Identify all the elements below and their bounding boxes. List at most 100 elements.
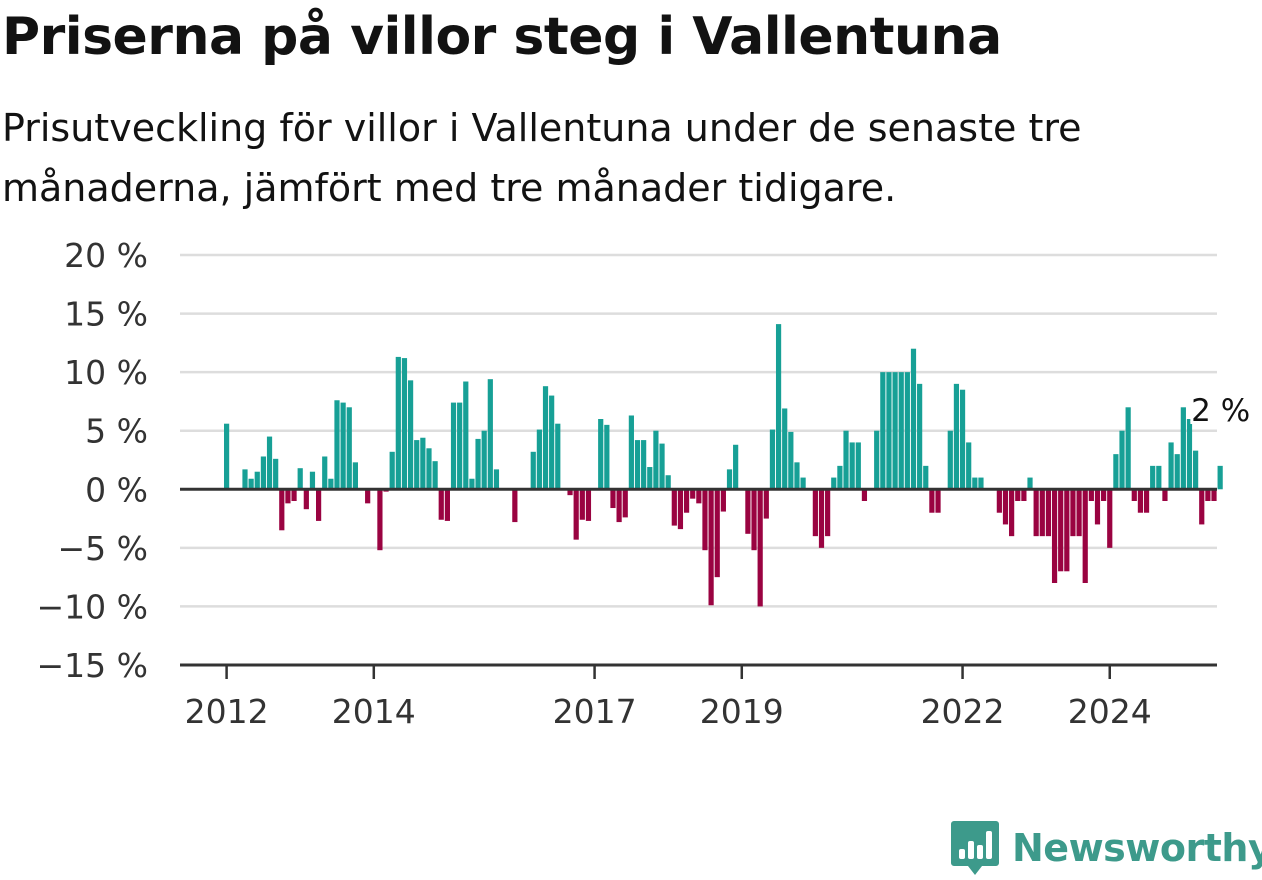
bar <box>1094 489 1101 525</box>
bar <box>1205 489 1211 501</box>
bar <box>512 489 518 523</box>
bar <box>1045 489 1052 537</box>
bar <box>285 489 291 504</box>
y-axis-labels: 20 % 15 % 10 % 5 % 0 % −5 % −10 % −15 % <box>37 236 149 685</box>
bar <box>463 381 469 490</box>
bar <box>696 489 702 504</box>
y-tick-label: 20 % <box>64 236 148 275</box>
bar <box>1070 489 1076 537</box>
bar <box>972 477 978 490</box>
bar <box>432 461 438 490</box>
bar <box>775 324 782 490</box>
bar <box>1064 489 1070 572</box>
bar <box>861 489 868 501</box>
bar <box>610 489 616 509</box>
bar <box>1088 489 1094 501</box>
bar <box>420 437 426 490</box>
bar <box>1150 465 1156 490</box>
bar <box>1180 407 1186 490</box>
bar <box>260 456 266 490</box>
bar <box>224 423 230 490</box>
bar <box>303 489 309 510</box>
bar <box>585 489 592 521</box>
bar <box>598 419 604 490</box>
bar <box>1162 489 1168 501</box>
bar <box>910 348 917 490</box>
bar <box>395 356 401 490</box>
bar <box>1033 489 1039 537</box>
bar <box>929 489 935 513</box>
x-axis-labels: 2012 2014 2017 2019 2022 2024 <box>185 692 1152 731</box>
bar <box>579 489 585 520</box>
bar <box>1143 489 1150 513</box>
bar <box>1131 489 1137 501</box>
bar <box>628 415 634 490</box>
x-tick-label: 2017 <box>553 692 637 731</box>
bar <box>849 442 855 490</box>
bar <box>683 489 690 513</box>
annotations: 2 % <box>1188 390 1253 432</box>
bar <box>273 458 279 490</box>
chart-title: Priserna på villor steg i Vallentuna <box>2 7 1002 67</box>
bar <box>1058 489 1064 572</box>
bar <box>726 469 733 490</box>
bar <box>493 469 500 490</box>
bar <box>542 386 549 490</box>
bar <box>555 423 561 490</box>
bar <box>1027 477 1033 490</box>
bar <box>567 489 573 496</box>
bar <box>254 471 260 490</box>
bar <box>665 475 671 490</box>
bar <box>647 467 653 490</box>
last-value-label: 2 % <box>1191 393 1250 429</box>
bar <box>966 442 972 490</box>
bar <box>788 431 794 490</box>
gridlines <box>180 253 1217 608</box>
bar <box>549 395 555 490</box>
bar <box>659 443 665 490</box>
bar <box>733 444 739 490</box>
bar <box>904 372 910 490</box>
bar <box>1002 489 1009 525</box>
bar <box>407 380 414 490</box>
bar <box>1082 489 1088 583</box>
bar <box>855 442 861 490</box>
bar <box>622 489 628 518</box>
x-tick-label: 2022 <box>921 692 1005 731</box>
bar <box>794 462 800 490</box>
y-tick-label: 0 % <box>85 470 148 509</box>
bar <box>352 462 358 490</box>
bar <box>818 489 825 548</box>
x-tick-label: 2019 <box>700 692 784 731</box>
bar <box>812 489 818 537</box>
bar <box>389 451 395 490</box>
chart-subtitle: Prisutveckling för villor i Vallentuna u… <box>2 106 1082 210</box>
bar <box>1156 465 1162 490</box>
bar <box>450 402 457 490</box>
bar <box>346 407 352 490</box>
bar <box>316 489 322 521</box>
bar <box>1211 489 1217 501</box>
y-tick-label: 10 % <box>64 353 148 392</box>
bar <box>1051 489 1058 583</box>
bar <box>935 489 941 513</box>
bar <box>475 438 481 490</box>
bar <box>898 372 904 490</box>
bar <box>365 489 371 504</box>
bar <box>831 477 837 490</box>
brand-name: Newsworthy <box>1012 826 1262 870</box>
bar <box>923 465 929 490</box>
bar <box>917 383 923 490</box>
bar <box>1199 489 1205 525</box>
bar <box>837 465 843 490</box>
y-tick-label: −5 % <box>58 529 149 568</box>
bar <box>959 389 966 490</box>
bar <box>653 430 659 490</box>
bar <box>1107 489 1113 548</box>
bar <box>1015 489 1021 501</box>
bar <box>874 430 880 490</box>
bar <box>279 489 285 531</box>
bar <box>1186 419 1193 490</box>
x-tick-label: 2024 <box>1068 692 1152 731</box>
